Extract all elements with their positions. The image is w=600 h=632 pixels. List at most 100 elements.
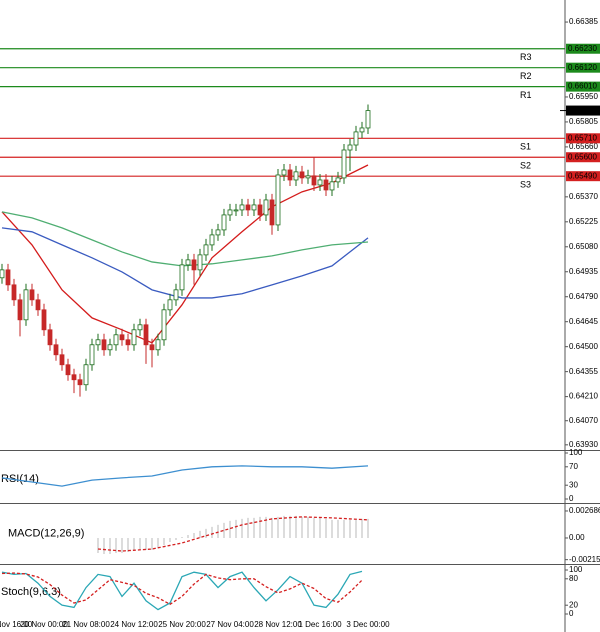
y-tick-label: 0.63930 (569, 440, 598, 449)
x-tick-label: 20 Nov 00:00 (20, 620, 68, 629)
candle-body (365, 110, 371, 129)
candle-body (41, 309, 47, 331)
level-name: R3 (520, 52, 532, 62)
candle-body (299, 171, 305, 179)
level-name: S1 (520, 142, 531, 152)
y-tick-label: 0.65370 (569, 192, 598, 201)
level-price-box (566, 171, 600, 182)
candle-body (251, 204, 257, 211)
candle-body (197, 254, 203, 271)
candle-body (275, 174, 281, 226)
y-tick-label: 20 (569, 600, 578, 609)
candle-body (215, 229, 221, 236)
candle-body (89, 344, 95, 366)
candle-body (143, 324, 149, 346)
candle-body (29, 289, 35, 301)
y-tick-label: 0.00 (569, 533, 585, 542)
candle-body (221, 214, 227, 231)
x-tick-label: 21 Nov 08:00 (62, 620, 110, 629)
y-tick-label: 100 (569, 565, 583, 574)
candle-body (293, 171, 299, 181)
candle-body (233, 209, 239, 212)
candle-body (95, 339, 101, 346)
candle-body (131, 329, 137, 346)
x-tick-label: 25 Nov 20:00 (158, 620, 206, 629)
y-tick-label: 0.64935 (569, 267, 598, 276)
candle-body (119, 334, 125, 341)
candle-body (161, 309, 167, 341)
y-tick-label: 80 (569, 574, 578, 583)
candle-body (0, 269, 5, 279)
candle-body (107, 344, 113, 351)
candle-body (311, 175, 317, 186)
y-tick-label: 0 (569, 609, 574, 618)
level-price-box (566, 62, 600, 73)
candle-body (209, 234, 215, 246)
candle-body (113, 334, 119, 346)
level-price-box (566, 133, 600, 144)
y-tick-label: 0.66385 (569, 17, 598, 26)
x-tick-label: 27 Nov 04:00 (206, 620, 254, 629)
candle-body (287, 169, 293, 181)
candle-body (317, 179, 323, 186)
y-tick-label: 0.64500 (569, 342, 598, 351)
level-price-box (566, 152, 600, 163)
candle-body (5, 269, 11, 286)
y-tick-label: 0.65950 (569, 92, 598, 101)
y-tick-label: 0.002686 (569, 506, 600, 515)
x-tick-label: 24 Nov 12:00 (110, 620, 158, 629)
x-tick-label: 1 Dec 16:00 (298, 620, 342, 629)
y-tick-label: 0.64355 (569, 367, 598, 376)
level-price-label: 0.65600 (568, 152, 597, 161)
candle-body (155, 339, 161, 351)
y-tick-label: 0.64070 (569, 416, 598, 425)
candle-body (329, 181, 335, 191)
level-price-label: 0.65710 (568, 133, 597, 142)
moving-average (1, 164, 369, 344)
candle-body (47, 329, 53, 346)
panel-label: Stoch(9,6,3) (1, 586, 61, 598)
y-tick-label: -0.002157 (569, 555, 600, 564)
indicator-line (1, 570, 363, 611)
candle-body (203, 244, 209, 256)
indicator-line (1, 572, 363, 606)
level-price-label: 0.65490 (568, 171, 597, 180)
candle-body (101, 339, 107, 351)
y-tick-label: 0.64645 (569, 317, 598, 326)
candle-body (239, 204, 245, 211)
level-name: R2 (520, 71, 532, 81)
candle-body (149, 344, 155, 351)
candle-body (191, 259, 197, 271)
candle-body (227, 209, 233, 216)
y-tick-label: 70 (569, 462, 578, 471)
candle-body (65, 364, 71, 376)
x-tick-label: 3 Dec 00:00 (346, 620, 390, 629)
y-tick-label: 30 (569, 480, 578, 489)
candle-body (83, 364, 89, 386)
candle-body (335, 177, 341, 183)
candle-body (305, 175, 311, 179)
moving-average (1, 227, 369, 299)
y-tick-label: 0 (569, 494, 574, 503)
y-tick-label: 0.64210 (569, 392, 598, 401)
level-name: S2 (520, 161, 531, 171)
candle-body (269, 199, 275, 226)
candle-body (35, 299, 41, 311)
candle-body (167, 299, 173, 311)
panel-label: MACD(12,26,9) (8, 527, 84, 539)
x-tick-label: Nov 16:00 (0, 620, 33, 629)
candle-body (341, 149, 347, 179)
candle-body (23, 289, 29, 321)
y-tick-label: 0.65660 (569, 142, 598, 151)
level-price-label: 0.66010 (568, 82, 597, 91)
level-price-box (566, 81, 600, 92)
candle-body (179, 264, 185, 291)
candle-body (125, 339, 131, 346)
last-price-label: 0.65871 (568, 106, 597, 115)
candle-body (353, 131, 359, 146)
y-tick-label: 0.65080 (569, 242, 598, 251)
candle-body (263, 199, 269, 216)
